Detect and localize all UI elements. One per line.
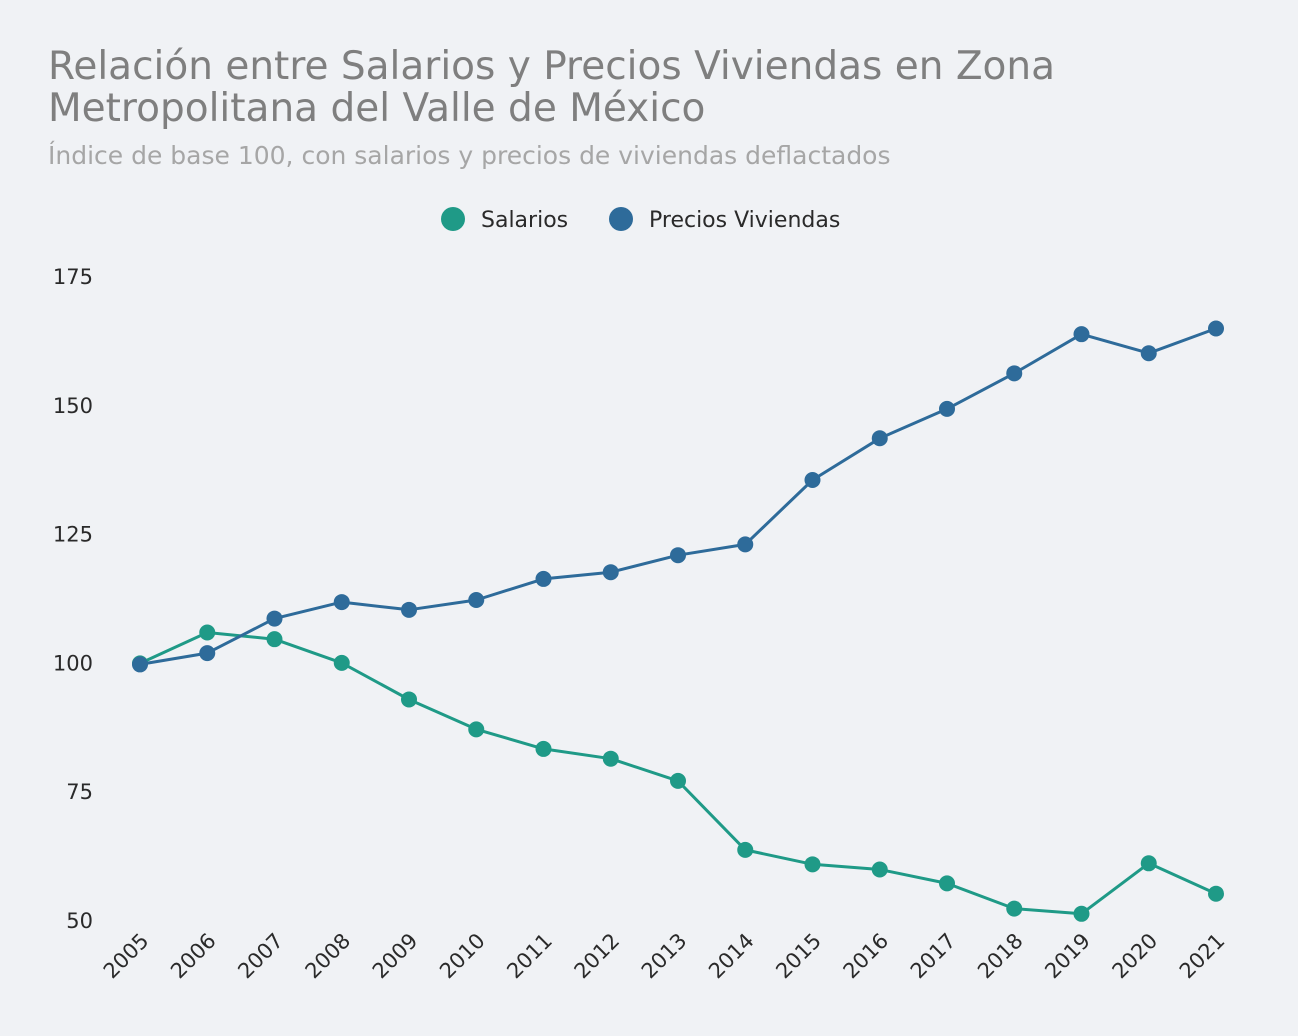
legend-item[interactable]: Salarios	[441, 207, 568, 233]
data-point[interactable]	[737, 536, 754, 553]
data-point[interactable]	[871, 861, 888, 878]
data-point[interactable]	[1140, 345, 1157, 362]
data-point[interactable]	[468, 721, 485, 738]
chart-title: Relación entre Salarios y Precios Vivien…	[48, 44, 1056, 131]
series-layer	[132, 320, 1224, 922]
x-tick-label: 2006	[166, 929, 221, 984]
legend-label: Salarios	[481, 208, 568, 233]
x-tick-label: 2008	[301, 929, 356, 984]
x-tick-label: 2016	[839, 929, 894, 984]
x-tick-label: 2021	[1175, 929, 1230, 984]
x-tick-label: 2017	[906, 929, 961, 984]
data-point[interactable]	[670, 547, 686, 564]
data-point[interactable]	[670, 772, 686, 789]
data-point[interactable]	[401, 601, 417, 618]
data-point[interactable]	[804, 856, 821, 873]
data-point[interactable]	[199, 624, 216, 641]
data-point[interactable]	[333, 654, 350, 671]
y-tick-label: 100	[53, 651, 93, 675]
data-point[interactable]	[737, 841, 754, 858]
x-tick-label: 2014	[704, 929, 759, 984]
data-point[interactable]	[1208, 885, 1224, 902]
x-tick-label: 2007	[233, 929, 288, 984]
y-axis: 50 75 100 125 150 175	[53, 265, 93, 933]
legend-marker-icon	[609, 207, 633, 231]
chart-subtitle: Índice de base 100, con salarios y preci…	[48, 141, 891, 170]
x-tick-label: 2011	[502, 929, 557, 984]
data-point[interactable]	[535, 740, 552, 757]
series-precios-viviendas	[132, 320, 1224, 673]
data-point[interactable]	[468, 592, 485, 609]
x-tick-label: 2005	[99, 929, 154, 984]
x-tick-label: 2018	[973, 929, 1028, 984]
x-tick-label: 2015	[771, 929, 826, 984]
legend-marker-icon	[441, 207, 465, 231]
y-tick-label: 125	[53, 523, 93, 547]
legend-item[interactable]: Precios Viviendas	[609, 207, 840, 233]
x-tick-label: 2012	[570, 929, 625, 984]
data-point[interactable]	[1006, 900, 1023, 917]
x-tick-label: 2020	[1108, 929, 1163, 984]
data-point[interactable]	[1073, 905, 1090, 922]
legend: Salarios Precios Viviendas	[441, 207, 840, 233]
data-point[interactable]	[1073, 326, 1090, 343]
data-point[interactable]	[602, 564, 619, 581]
x-tick-label: 2013	[637, 929, 692, 984]
data-point[interactable]	[266, 631, 283, 648]
data-point[interactable]	[602, 750, 619, 767]
data-point[interactable]	[804, 471, 821, 488]
data-point[interactable]	[871, 430, 888, 447]
y-tick-label: 50	[66, 909, 93, 933]
x-tick-label: 2010	[435, 929, 490, 984]
legend-label: Precios Viviendas	[649, 208, 840, 233]
data-point[interactable]	[1208, 320, 1224, 337]
data-point[interactable]	[939, 875, 955, 892]
data-point[interactable]	[132, 656, 148, 673]
x-tick-label: 2019	[1040, 929, 1095, 984]
data-point[interactable]	[401, 691, 417, 708]
data-point[interactable]	[199, 645, 216, 662]
y-tick-label: 75	[66, 780, 93, 804]
data-point[interactable]	[333, 594, 350, 611]
data-point[interactable]	[266, 610, 283, 627]
y-tick-label: 150	[53, 394, 93, 418]
x-tick-label: 2009	[368, 929, 423, 984]
series-line	[138, 327, 1218, 666]
x-axis: 2005 2006 2007 2008 2009 2010 2011 2012 2013 2014…	[99, 929, 1230, 984]
data-point[interactable]	[1140, 855, 1157, 872]
data-point[interactable]	[939, 400, 955, 417]
data-point[interactable]	[535, 570, 552, 587]
series-salarios	[132, 624, 1224, 922]
y-tick-label: 175	[53, 265, 93, 289]
data-point[interactable]	[1006, 365, 1023, 382]
